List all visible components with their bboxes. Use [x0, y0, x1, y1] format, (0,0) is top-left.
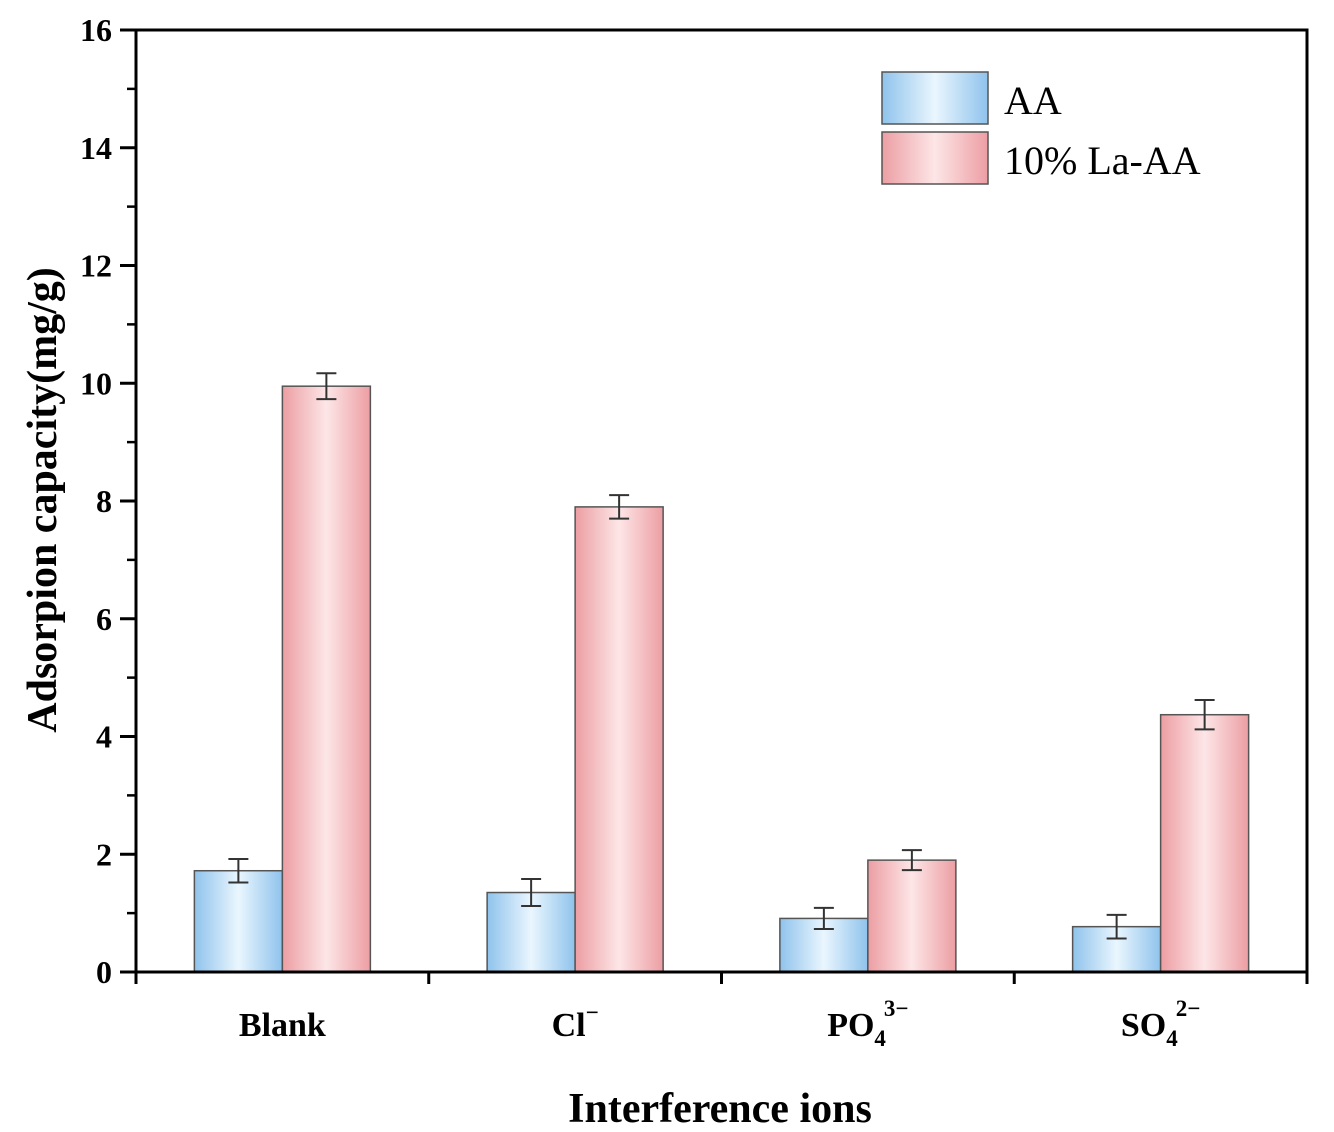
y-tick-label: 8 [96, 483, 112, 519]
y-axis-title: Adsorpion capacity(mg/g) [20, 267, 66, 733]
bar-la-aa-1 [574, 506, 664, 973]
x-axis-title: Interference ions [568, 1086, 872, 1132]
legend-label-0: AA [1004, 78, 1062, 123]
legend-swatch-0 [881, 71, 989, 125]
y-tick-label: 0 [96, 954, 112, 990]
legend-label-1: 10% La-AA [1004, 138, 1201, 183]
y-tick-label: 16 [80, 12, 112, 48]
x-tick-label: PO43− [827, 996, 908, 1051]
axes-group: 0 2 4 6 8 10 12 14 16 Blank Cl− PO43− SO42− [80, 12, 1309, 1051]
y-tick-label: 2 [96, 836, 112, 872]
legend: AA 10% La-AA [881, 71, 1201, 185]
bar-aa-0 [193, 869, 284, 973]
legend-swatch-1 [881, 131, 989, 185]
bar-la-aa-0 [281, 385, 372, 973]
bar-la-aa-2 [867, 859, 957, 973]
x-tick-label: SO42− [1121, 996, 1200, 1051]
error-bars-group [228, 372, 1215, 940]
y-tick-label: 6 [96, 601, 112, 637]
y-tick-label: 4 [96, 719, 112, 755]
x-tick-label: Blank [239, 1007, 326, 1044]
y-tick-label: 12 [80, 248, 112, 284]
x-tick-label: Cl− [552, 1000, 599, 1044]
bar-la-aa-3 [1159, 713, 1250, 973]
y-tick-label: 10 [80, 365, 112, 401]
y-tick-label: 14 [80, 130, 112, 166]
bars-group [193, 385, 1250, 973]
